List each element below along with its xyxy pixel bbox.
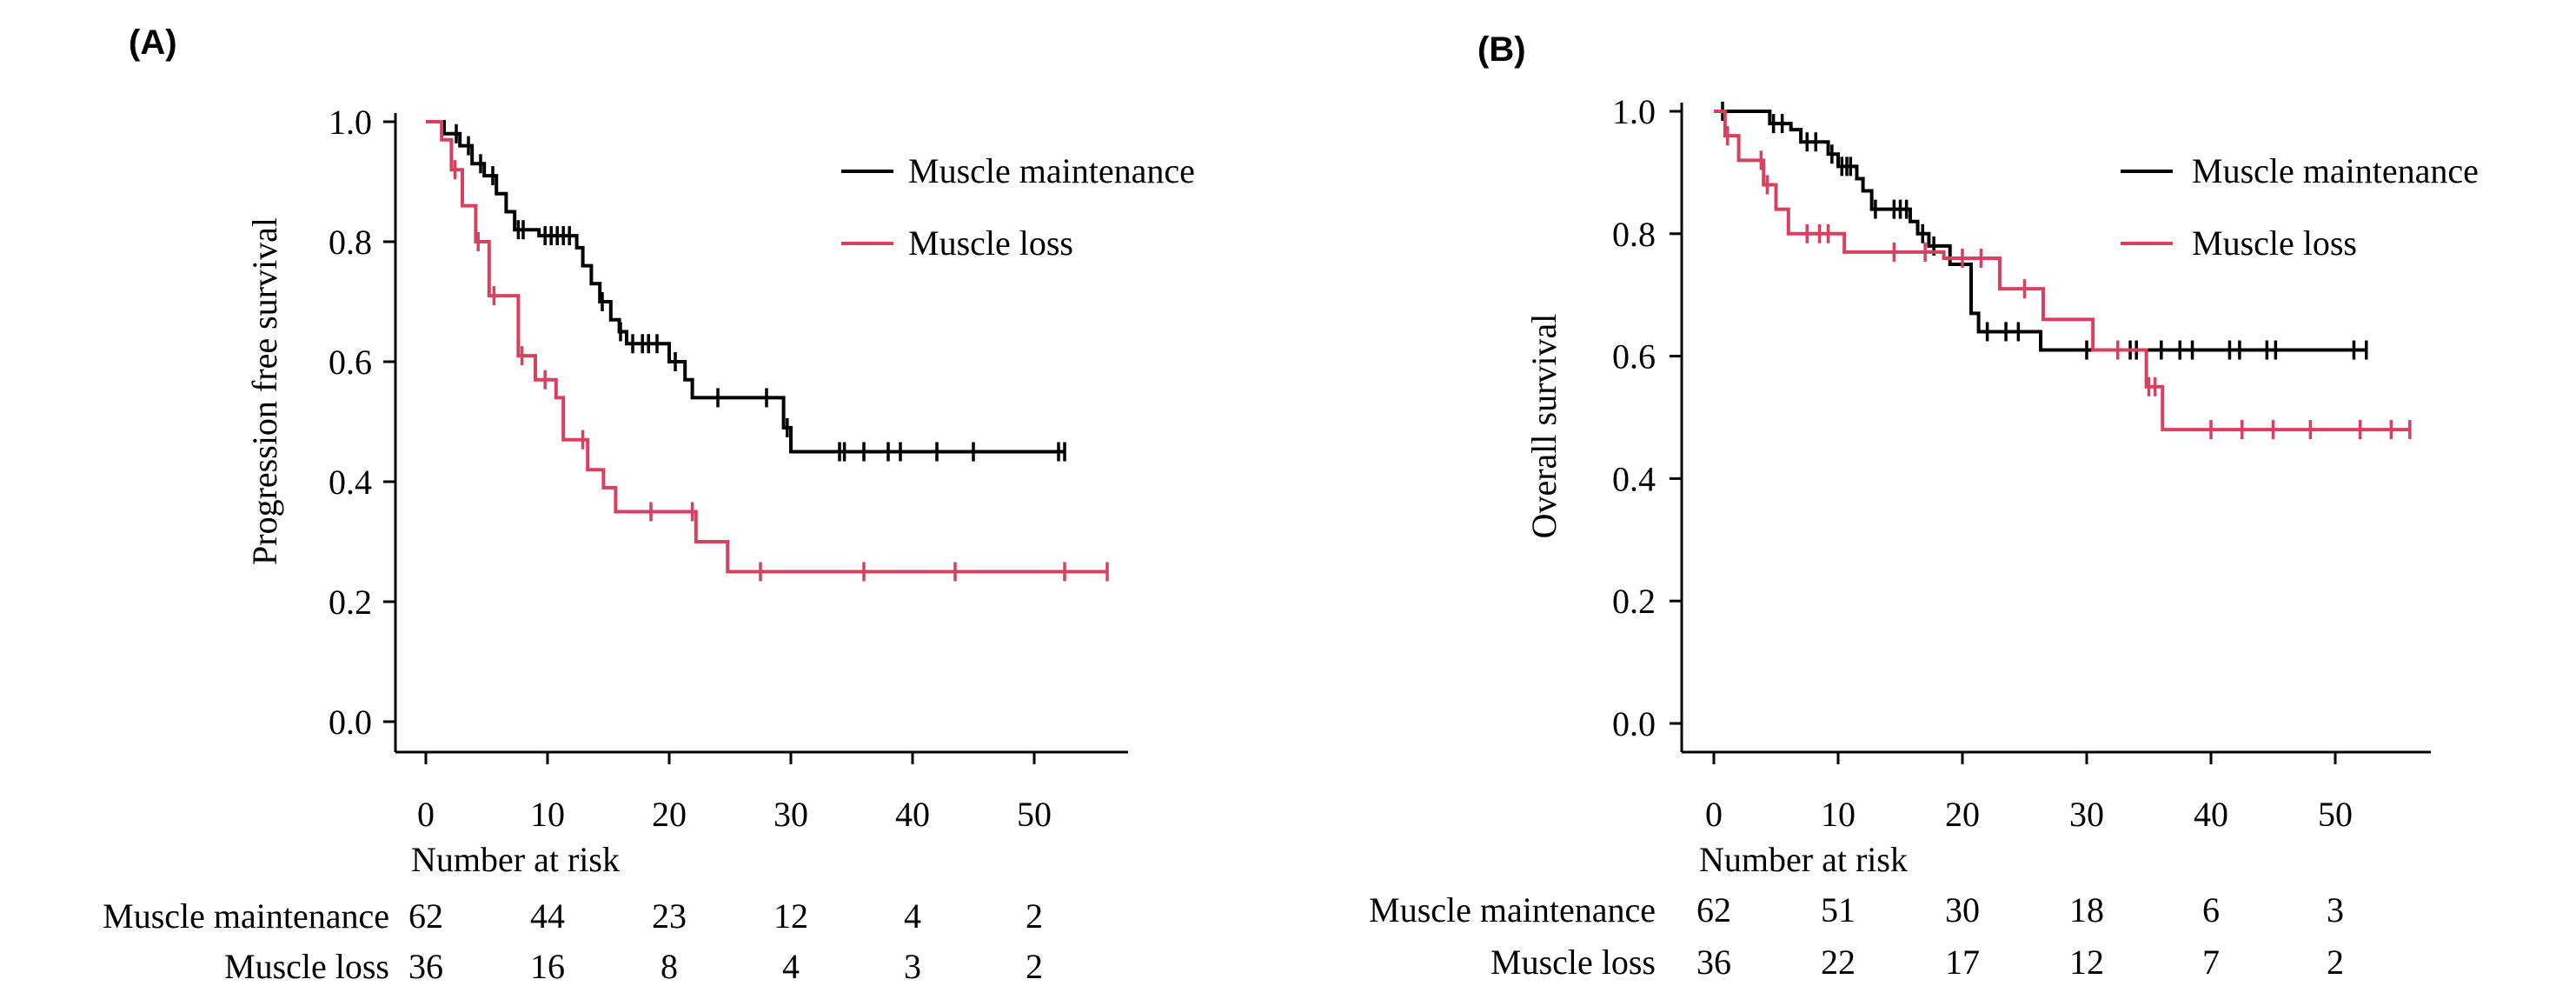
x-tick-label: 40	[895, 795, 930, 834]
x-tick-label: 50	[1017, 795, 1052, 834]
panel-label-a: (A)	[129, 23, 177, 62]
y-axis-label-b: Overall survival	[1524, 314, 1564, 539]
risk-value: 51	[1821, 890, 1856, 929]
risk-value: 7	[2202, 943, 2220, 982]
risk-value: 4	[904, 896, 921, 936]
x-tick-label: 50	[2318, 795, 2353, 834]
panel-a: (A) Progression free survival 0.00.20.40…	[103, 23, 1195, 986]
risk-values-a: 62 44 23 12 4 2 36 16 8 4 3 2	[408, 896, 1043, 986]
x-tick-label: 0	[1705, 795, 1723, 834]
curves-a	[426, 120, 1109, 582]
risk-value: 2	[1026, 947, 1043, 986]
risk-value: 3	[2327, 890, 2344, 929]
y-tick-label: 0.8	[329, 223, 372, 262]
y-tick-label: 0.2	[1612, 582, 1656, 621]
panel-label-b: (B)	[1477, 30, 1526, 69]
survival-curve-maintenance	[1714, 110, 2367, 352]
risk-value: 12	[773, 896, 808, 936]
axes-a: 0.0 0.2 0.4 0.6 0.8 1.0 0 10 20 30 40 50	[329, 103, 1128, 834]
risk-value: 4	[782, 947, 800, 986]
risk-value: 22	[1821, 943, 1856, 982]
risk-value: 17	[1945, 943, 1980, 982]
risk-value: 6	[2202, 890, 2220, 929]
panel-b: (B) Overall survival 0.00.20.40.60.81.00…	[1369, 30, 2479, 982]
x-tick-label: 20	[652, 795, 687, 834]
risk-table-b: Number at risk Muscle maintenance Muscle…	[1369, 840, 2344, 982]
survival-curve-maintenance	[426, 120, 1065, 454]
risk-value: 62	[408, 896, 443, 936]
y-tick-label: 0.0	[1612, 704, 1656, 743]
risk-value: 16	[530, 947, 565, 986]
risk-row-label-loss-b: Muscle loss	[1490, 943, 1656, 982]
y-tick-label: 1.0	[1612, 92, 1656, 131]
risk-value: 36	[1696, 943, 1731, 982]
x-tick-label: 30	[2069, 795, 2104, 834]
risk-table-title-b: Number at risk	[1699, 840, 1908, 879]
risk-row-label-loss-a: Muscle loss	[224, 947, 389, 986]
y-tick-label: 0.4	[329, 463, 372, 502]
risk-table-a: Number at risk Muscle maintenance Muscle…	[103, 840, 1043, 986]
y-tick-label: 0.6	[329, 343, 372, 382]
x-tick-label: 20	[1945, 795, 1980, 834]
y-tick-label: 0.4	[1612, 459, 1656, 498]
legend-a: Muscle maintenance Muscle loss	[841, 151, 1195, 263]
risk-value: 3	[904, 947, 921, 986]
y-tick-label: 0.8	[1612, 215, 1656, 254]
x-tick-label: 30	[773, 795, 808, 834]
y-tick-label: 0.6	[1612, 337, 1656, 376]
x-tick-label: 0	[417, 795, 435, 834]
curves-b	[1714, 102, 2412, 440]
risk-value: 62	[1696, 890, 1731, 929]
x-tick-label: 10	[1821, 795, 1856, 834]
legend-label-loss-a: Muscle loss	[908, 223, 1073, 263]
y-tick-label: 1.0	[329, 103, 372, 142]
risk-value: 8	[661, 947, 678, 986]
legend-label-loss-b: Muscle loss	[2192, 223, 2357, 263]
legend-label-maintenance-a: Muscle maintenance	[908, 151, 1195, 190]
risk-table-title-a: Number at risk	[411, 840, 620, 879]
risk-value: 44	[530, 896, 565, 936]
risk-value: 12	[2069, 943, 2104, 982]
risk-value: 2	[2327, 943, 2344, 982]
risk-value: 36	[408, 947, 443, 986]
risk-value: 30	[1945, 890, 1980, 929]
axes-b: 0.0 0.2 0.4 0.6 0.8 1.0 0 10 20 30 40 50	[1612, 92, 2432, 834]
x-tick-label: 40	[2194, 795, 2228, 834]
legend-b: Muscle maintenance Muscle loss	[2121, 151, 2479, 263]
risk-value: 2	[1026, 896, 1043, 936]
risk-value: 23	[652, 896, 687, 936]
x-tick-label: 10	[530, 795, 565, 834]
risk-row-label-maintenance-a: Muscle maintenance	[103, 896, 389, 936]
legend-label-maintenance-b: Muscle maintenance	[2192, 151, 2479, 190]
risk-values-b: 62 51 30 18 6 3 36 22 17 12 7 2	[1696, 890, 2344, 982]
y-tick-label: 0.2	[329, 583, 372, 622]
y-axis-label-a: Progression free survival	[245, 217, 284, 565]
risk-row-label-maintenance-b: Muscle maintenance	[1369, 890, 1656, 929]
risk-value: 18	[2069, 890, 2104, 929]
y-tick-label: 0.0	[329, 703, 372, 742]
